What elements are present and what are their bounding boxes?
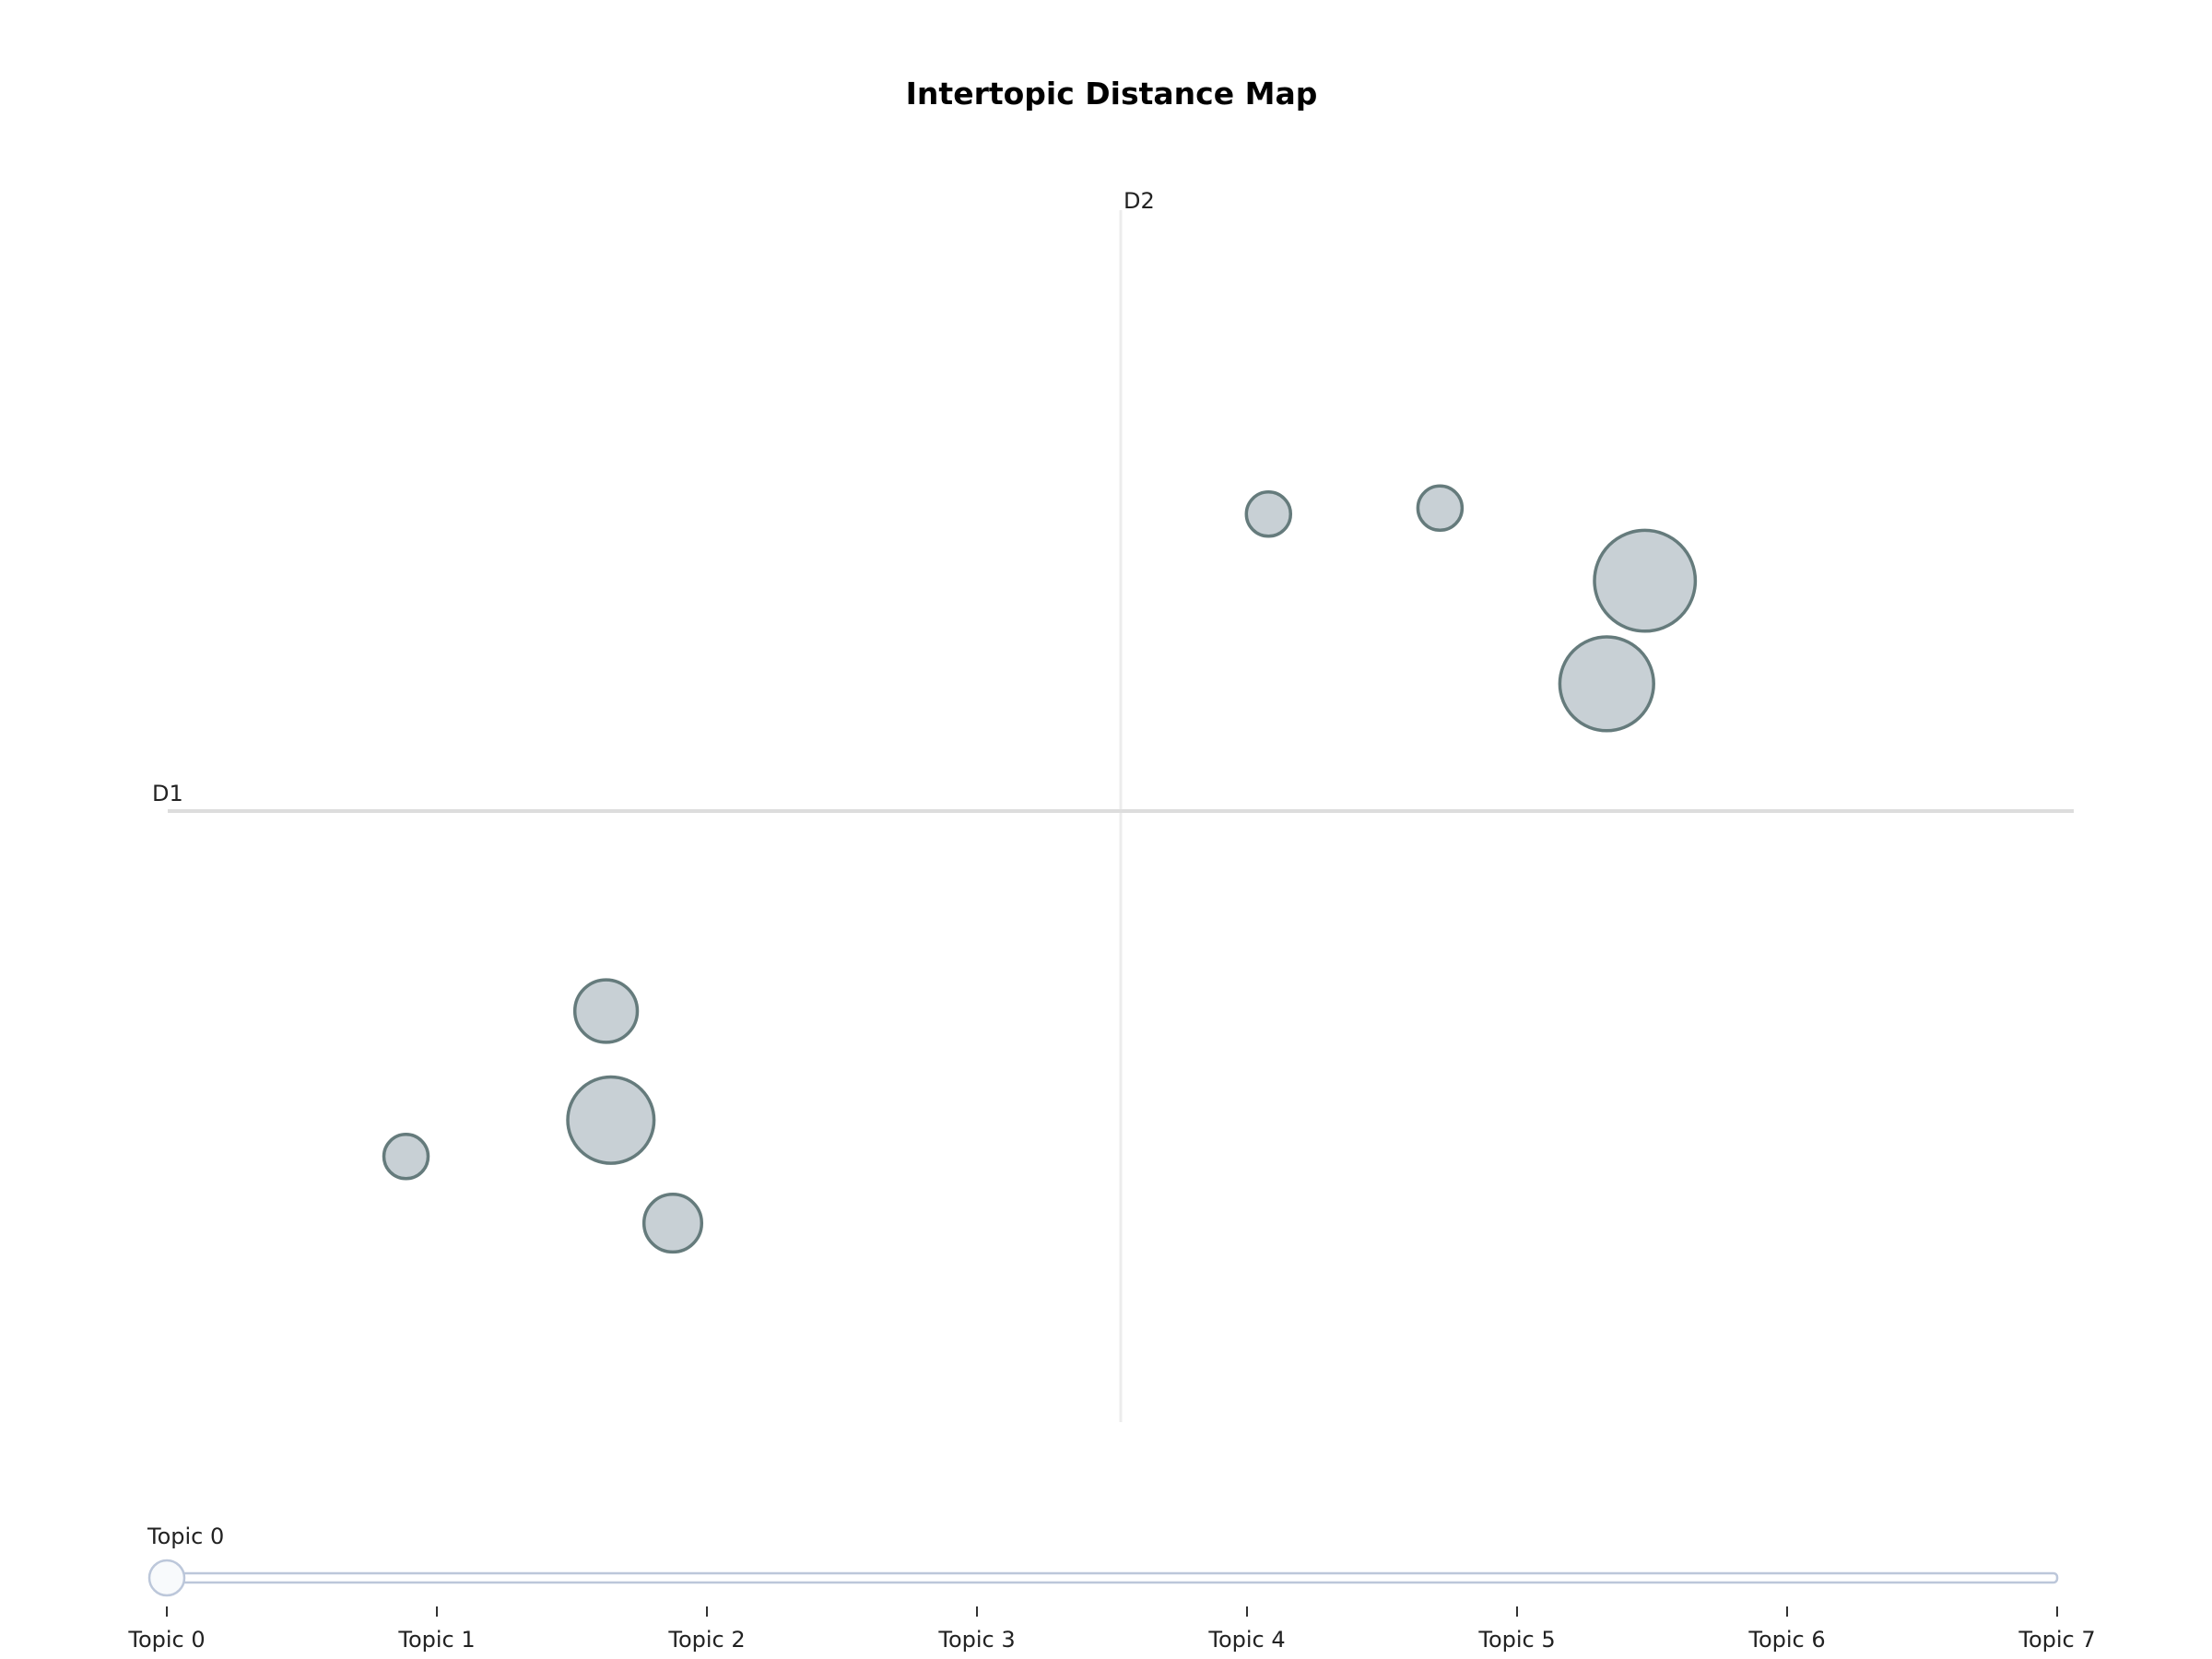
topic-bubble[interactable] [566,1075,656,1165]
topic-bubble[interactable] [572,978,640,1044]
slider-current-label: Topic 0 [147,1524,224,1549]
slider-step-label[interactable]: Topic 7 [2018,1627,2095,1653]
slider-step-label[interactable]: Topic 2 [667,1627,745,1653]
slider-step-label[interactable]: Topic 4 [1207,1627,1285,1653]
topic-bubbles [382,484,1698,1254]
topic-bubble[interactable] [382,1133,430,1181]
slider-track[interactable] [165,1571,2059,1584]
slider-step-label[interactable]: Topic 1 [397,1627,475,1653]
topic-bubble[interactable] [1593,528,1698,633]
topic-slider[interactable]: Topic 0 Topic 0 Topic 1 Topic 2 Topic 3 Topic… [127,1524,2095,1653]
axes: D1 D2 [152,188,2074,1422]
slider-step-label[interactable]: Topic 6 [1747,1627,1825,1653]
slider-step-label[interactable]: Topic 3 [937,1627,1015,1653]
chart-title: Intertopic Distance Map [906,76,1318,112]
topic-bubble[interactable] [1416,484,1465,533]
topic-bubble[interactable] [1558,635,1655,733]
d2-axis-label: D2 [1124,188,1155,214]
topic-bubble[interactable] [1244,490,1293,538]
slider-step-label[interactable]: Topic 5 [1477,1627,1555,1653]
slider-handle[interactable] [147,1559,186,1597]
slider-step-label[interactable]: Topic 0 [127,1627,205,1653]
d1-axis-label: D1 [152,781,183,806]
topic-bubble[interactable] [641,1193,704,1254]
